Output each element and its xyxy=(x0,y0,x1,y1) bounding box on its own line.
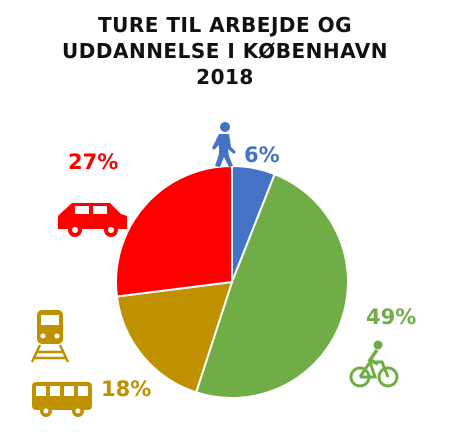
bicycle-icon xyxy=(349,340,399,388)
pie-slice-bike xyxy=(194,172,349,399)
title-line-2: UDDANNELSE I KØBENHAVN xyxy=(62,39,388,63)
bus-icon xyxy=(32,382,92,417)
title-line-1: TURE TIL ARBEJDE OG xyxy=(97,13,353,37)
pie-slices xyxy=(115,164,349,399)
pct-label-car: 27% xyxy=(68,150,118,174)
chart-title: TURE TIL ARBEJDE OG UDDANNELSE I KØBENHA… xyxy=(0,12,450,90)
title-line-3: 2018 xyxy=(196,65,254,89)
car-icon xyxy=(58,203,127,237)
pie-slice-car xyxy=(115,164,233,298)
pct-label-walk: 6% xyxy=(244,143,280,167)
pct-label-bike: 49% xyxy=(366,305,416,329)
walking-person-icon xyxy=(212,122,236,167)
train-icon xyxy=(30,310,70,363)
pie-slice-public-transport xyxy=(115,280,234,394)
pct-label-public: 18% xyxy=(101,377,151,401)
